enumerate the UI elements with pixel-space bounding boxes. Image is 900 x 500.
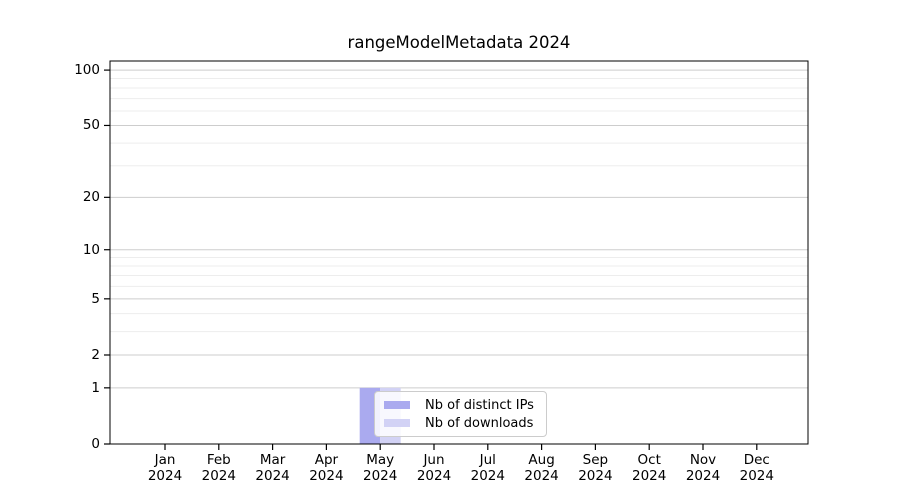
legend-item-distinct-ips: Nb of distinct IPs xyxy=(384,397,538,414)
x-tick-month: Apr xyxy=(314,452,339,468)
x-tick-year: 2024 xyxy=(147,468,183,485)
x-tick-month: Nov xyxy=(689,452,717,468)
x-tick-month: Feb xyxy=(206,452,231,468)
y-tick-label: 50 xyxy=(82,117,100,134)
legend: Nb of distinct IPs Nb of downloads xyxy=(374,391,547,437)
y-tick-label: 1 xyxy=(91,379,100,396)
x-tick-month: Sep xyxy=(582,452,609,468)
x-tick-year: 2024 xyxy=(416,468,452,485)
x-tick-year: 2024 xyxy=(685,468,721,485)
x-tick-month: May xyxy=(366,452,395,468)
x-tick-year: 2024 xyxy=(739,468,774,485)
x-tick-month: Jan xyxy=(154,452,176,468)
legend-label-downloads: Nb of downloads xyxy=(425,415,534,431)
x-tick-year: 2024 xyxy=(632,468,667,485)
x-tick-month: Jun xyxy=(423,452,445,468)
x-tick-label: Dec 2024 xyxy=(727,452,787,485)
y-tick-label: 0 xyxy=(91,436,100,452)
x-tick-year: 2024 xyxy=(255,468,290,485)
x-tick-year: 2024 xyxy=(363,468,398,485)
x-tick-label: Jun 2024 xyxy=(404,452,464,485)
x-tick-label: Jan 2024 xyxy=(135,452,195,485)
y-tick-label: 5 xyxy=(91,290,100,307)
y-tick-label: 100 xyxy=(74,62,100,79)
x-tick-month: Dec xyxy=(743,452,770,468)
x-tick-month: Oct xyxy=(637,452,661,468)
x-tick-label: Sep 2024 xyxy=(565,452,625,485)
legend-swatch-downloads-icon xyxy=(384,419,410,427)
x-tick-month: Mar xyxy=(259,452,286,468)
legend-label-distinct-ips: Nb of distinct IPs xyxy=(425,397,534,413)
x-tick-label: Feb 2024 xyxy=(189,452,249,485)
x-tick-month: Aug xyxy=(528,452,555,468)
chart-title: rangeModelMetadata 2024 xyxy=(347,33,571,52)
x-tick-year: 2024 xyxy=(309,468,344,485)
y-tick-label: 20 xyxy=(82,189,100,206)
x-tick-label: Nov 2024 xyxy=(673,452,733,485)
x-tick-label: May 2024 xyxy=(350,452,410,485)
x-tick-year: 2024 xyxy=(524,468,559,485)
axis-frame xyxy=(109,60,809,445)
x-tick-label: Mar 2024 xyxy=(243,452,303,485)
x-tick-label: Oct 2024 xyxy=(619,452,679,485)
x-tick-label: Aug 2024 xyxy=(512,452,572,485)
legend-swatch-distinct-ips-icon xyxy=(384,401,410,409)
x-tick-year: 2024 xyxy=(201,468,236,485)
y-tick-label: 10 xyxy=(82,241,100,258)
x-tick-year: 2024 xyxy=(470,468,505,485)
x-tick-month: Jul xyxy=(479,452,496,468)
legend-item-downloads: Nb of downloads xyxy=(384,415,538,432)
x-tick-year: 2024 xyxy=(578,468,613,485)
x-tick-label: Apr 2024 xyxy=(296,452,356,485)
x-tick-label: Jul 2024 xyxy=(458,452,518,485)
y-tick-label: 2 xyxy=(91,346,100,363)
